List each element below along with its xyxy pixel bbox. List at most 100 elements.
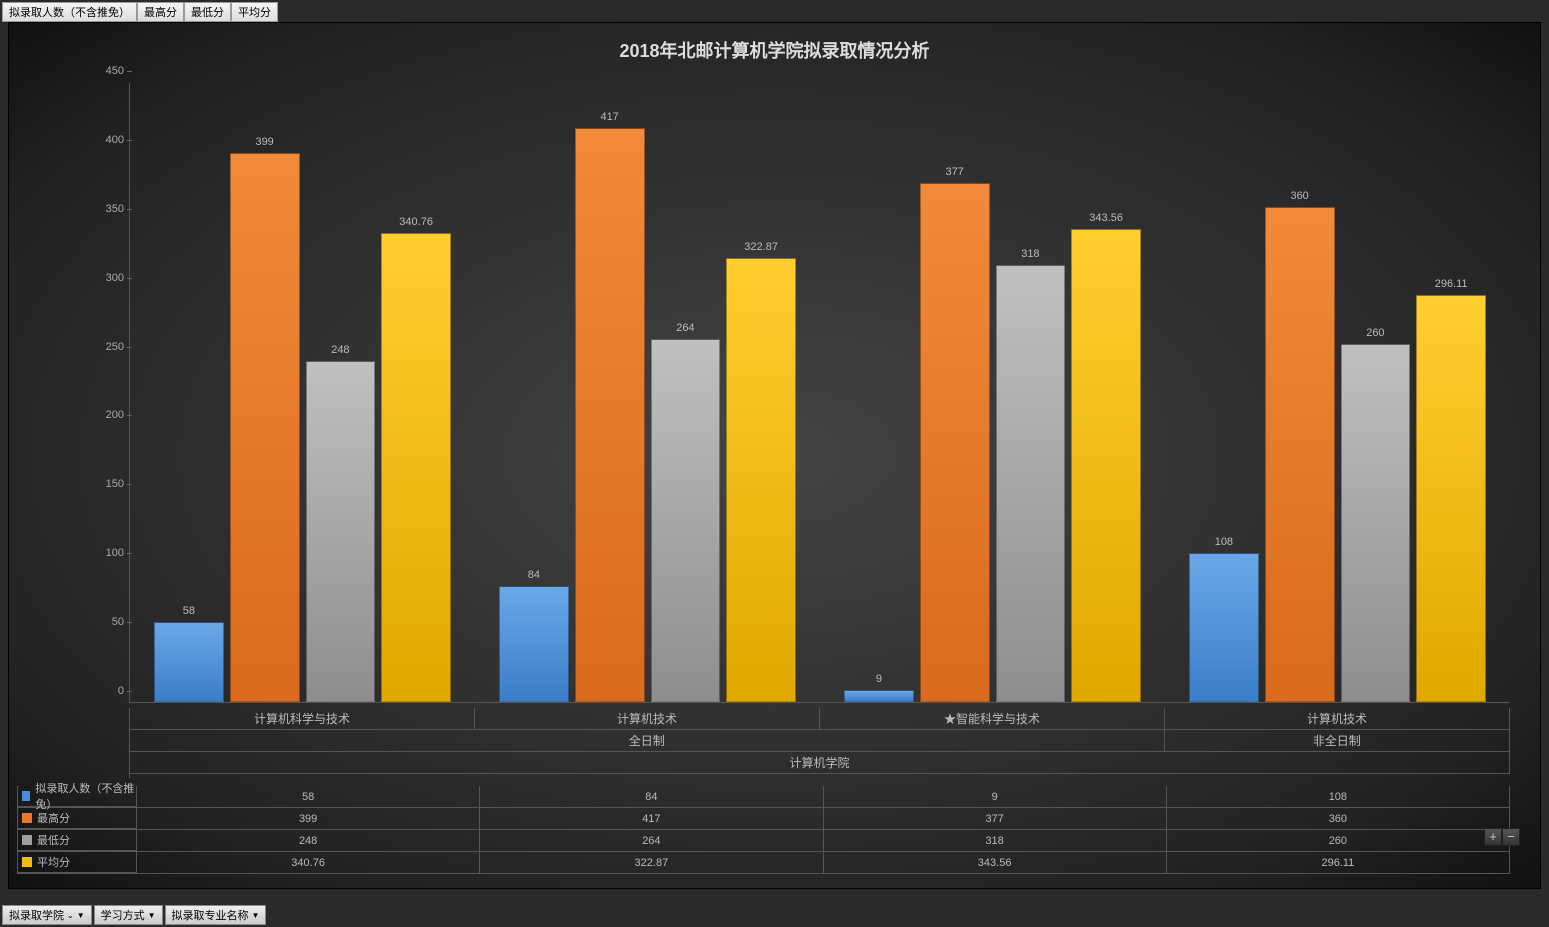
table-row-header[interactable]: 最高分 [17, 808, 137, 829]
zoom-in-button[interactable]: + [1484, 828, 1502, 846]
bar[interactable]: 296.11 [1416, 295, 1486, 702]
y-tick-label: 200 [79, 409, 124, 421]
bar-value-label: 322.87 [744, 241, 778, 253]
bar-value-label: 360 [1290, 190, 1308, 202]
series-toggle-button[interactable]: 平均分 [231, 2, 278, 22]
bar-value-label: 58 [183, 605, 195, 617]
table-cell: 343.56 [824, 852, 1167, 873]
filter-dropdown[interactable]: 拟录取专业名称▼ [165, 905, 267, 925]
bar[interactable]: 260 [1341, 344, 1411, 702]
bar-groups: 58399248340.7684417264322.879377318343.5… [130, 83, 1510, 702]
bar[interactable]: 58 [154, 622, 224, 702]
bar-value-label: 343.56 [1089, 212, 1123, 224]
bar[interactable]: 377 [920, 183, 990, 702]
y-axis: 050100150200250300350400450 [79, 83, 124, 703]
table-cell: 417 [480, 808, 823, 829]
table-row: 最高分 399417377360 [17, 808, 1510, 830]
table-cell: 318 [824, 830, 1167, 851]
y-tick-label: 100 [79, 547, 124, 559]
table-row: 最低分248264318260 [17, 830, 1510, 852]
table-cell: 340.76 [137, 852, 480, 873]
table-row-header[interactable]: 平均分 [17, 852, 137, 873]
x-mode-label: 非全日制 [1165, 730, 1511, 752]
y-tick-label: 350 [79, 203, 124, 215]
bar[interactable]: 399 [230, 153, 300, 702]
bar[interactable]: 343.56 [1071, 229, 1141, 702]
bar-value-label: 260 [1366, 327, 1384, 339]
chart-panel: 2018年北邮计算机学院拟录取情况分析 05010015020025030035… [8, 22, 1541, 889]
y-tick-label: 0 [79, 685, 124, 697]
table-row: 平均分 340.76322.87343.56296.11 [17, 852, 1510, 874]
chevron-down-icon: ▼ [77, 911, 85, 920]
bar[interactable]: 9 [844, 690, 914, 702]
bar-value-label: 417 [600, 111, 618, 123]
chevron-down-icon: ▼ [252, 911, 260, 920]
plot-inner: 58399248340.7684417264322.879377318343.5… [129, 83, 1510, 703]
x-category-label: 计算机科学与技术 [130, 708, 475, 730]
table-cell: 296.11 [1167, 852, 1510, 873]
bar[interactable]: 318 [996, 265, 1066, 702]
funnel-icon: ⌄ [67, 911, 74, 920]
table-cell: 108 [1167, 786, 1510, 807]
bar[interactable]: 417 [575, 128, 645, 702]
table-cell: 264 [480, 830, 823, 851]
top-series-buttons: 拟录取人数（不含推免）最高分最低分平均分 [2, 2, 278, 22]
y-tick-label: 300 [79, 272, 124, 284]
bar-value-label: 9 [876, 673, 882, 685]
bar-value-label: 84 [528, 569, 540, 581]
table-cell: 360 [1167, 808, 1510, 829]
table-row-header[interactable]: 拟录取人数（不含推免） [17, 786, 137, 807]
plot-area: 050100150200250300350400450 58399248340.… [129, 83, 1510, 703]
bar-value-label: 399 [255, 136, 273, 148]
bar-value-label: 108 [1215, 536, 1233, 548]
y-tick-label: 250 [79, 341, 124, 353]
bar-value-label: 248 [331, 344, 349, 356]
series-name-label: 最高分 [37, 810, 70, 826]
filter-dropdown[interactable]: 学习方式▼ [94, 905, 163, 925]
bar[interactable]: 360 [1265, 207, 1335, 702]
series-name-label: 平均分 [37, 854, 70, 870]
series-toggle-button[interactable]: 最低分 [184, 2, 231, 22]
bar[interactable]: 340.76 [381, 233, 451, 702]
filter-buttons: 拟录取学院⌄▼学习方式▼拟录取专业名称▼ [2, 905, 266, 925]
bar-value-label: 264 [676, 322, 694, 334]
legend-swatch [22, 791, 30, 801]
zoom-out-button[interactable]: − [1502, 828, 1520, 846]
series-toggle-button[interactable]: 拟录取人数（不含推免） [2, 2, 137, 22]
series-name-label: 最低分 [37, 832, 70, 848]
chevron-down-icon: ▼ [148, 911, 156, 920]
bar[interactable]: 84 [499, 586, 569, 702]
bar-group: 58399248340.76 [130, 83, 475, 702]
y-tick-label: 400 [79, 134, 124, 146]
bar-value-label: 377 [945, 166, 963, 178]
chart-title: 2018年北邮计算机学院拟录取情况分析 [9, 23, 1540, 63]
table-cell: 322.87 [480, 852, 823, 873]
legend-swatch [22, 813, 32, 823]
bar-value-label: 318 [1021, 248, 1039, 260]
bar-group: 84417264322.87 [475, 83, 820, 702]
legend-swatch [22, 835, 32, 845]
table-cell: 399 [137, 808, 480, 829]
filter-dropdown[interactable]: 拟录取学院⌄▼ [2, 905, 92, 925]
table-cell: 84 [480, 786, 823, 807]
table-cell: 58 [137, 786, 480, 807]
table-cell: 9 [824, 786, 1167, 807]
x-category-label: 计算机技术 [475, 708, 820, 730]
x-school-label: 计算机学院 [130, 752, 1510, 774]
bar[interactable]: 108 [1189, 553, 1259, 702]
bar-group: 9377318343.56 [820, 83, 1165, 702]
bar[interactable]: 248 [306, 361, 376, 702]
x-axis: 计算机科学与技术计算机技术★智能科学与技术计算机技术全日制非全日制计算机学院 [129, 708, 1510, 778]
bottom-bar: 拟录取学院⌄▼学习方式▼拟录取专业名称▼ [2, 905, 1547, 925]
table-row: 拟录取人数（不含推免）58849108 [17, 786, 1510, 808]
bar[interactable]: 264 [651, 339, 721, 702]
y-tick-label: 50 [79, 616, 124, 628]
legend-swatch [22, 857, 32, 867]
series-toggle-button[interactable]: 最高分 [137, 2, 184, 22]
y-tick-label: 450 [79, 65, 124, 77]
x-category-label: ★智能科学与技术 [820, 708, 1165, 730]
table-row-header[interactable]: 最低分 [17, 830, 137, 851]
table-cell: 377 [824, 808, 1167, 829]
bar-value-label: 340.76 [399, 216, 433, 228]
bar[interactable]: 322.87 [726, 258, 796, 702]
